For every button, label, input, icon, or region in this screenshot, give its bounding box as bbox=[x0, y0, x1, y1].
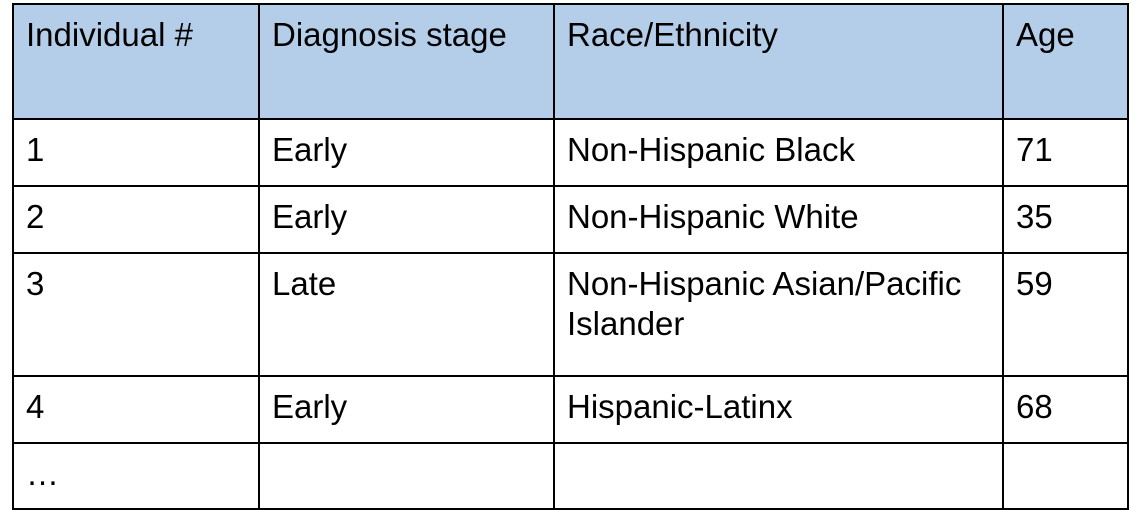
empty-cell bbox=[1002, 442, 1129, 510]
table-cell: 3 bbox=[12, 252, 260, 377]
table-row: 3 Late Non-Hispanic Asian/Pacific Islander… bbox=[12, 252, 1129, 377]
table-row: 2 Early Non-Hispanic White 35 bbox=[12, 185, 1129, 254]
table-row: 4 Early Hispanic-Latinx 68 bbox=[12, 375, 1129, 444]
header-row: Individual # Diagnosis stage Race/Ethnicit… bbox=[12, 3, 1129, 120]
table-cell: Non-Hispanic White bbox=[553, 185, 1004, 254]
table-cell: 2 bbox=[12, 185, 260, 254]
table-cell: 59 bbox=[1002, 252, 1129, 377]
empty-cell bbox=[553, 442, 1004, 510]
table-cell: … bbox=[12, 442, 260, 510]
table-cell: Early bbox=[258, 375, 555, 444]
header-cell: Race/Ethnicity bbox=[553, 3, 1004, 120]
table-cell: Non-Hispanic Asian/Pacific Islander bbox=[553, 252, 1004, 377]
table-cell: Early bbox=[258, 118, 555, 187]
empty-cell bbox=[258, 442, 555, 510]
header-cell: Diagnosis stage bbox=[258, 3, 555, 120]
table-container: Individual # Diagnosis stage Race/Ethnicit… bbox=[12, 3, 1129, 510]
data-table: Individual # Diagnosis stage Race/Ethnicit… bbox=[12, 3, 1129, 510]
table-cell: 71 bbox=[1002, 118, 1129, 187]
table-cell: 35 bbox=[1002, 185, 1129, 254]
table-row: 1 Early Non-Hispanic Black 71 bbox=[12, 118, 1129, 187]
table-cell: 4 bbox=[12, 375, 260, 444]
table-row: … bbox=[12, 442, 1129, 510]
table-cell: Hispanic-Latinx bbox=[553, 375, 1004, 444]
table-cell: Non-Hispanic Black bbox=[553, 118, 1004, 187]
header-cell: Age bbox=[1002, 3, 1129, 120]
header-cell: Individual # bbox=[12, 3, 260, 120]
table-cell: 1 bbox=[12, 118, 260, 187]
table-cell: Early bbox=[258, 185, 555, 254]
table-cell: 68 bbox=[1002, 375, 1129, 444]
table-cell: Late bbox=[258, 252, 555, 377]
